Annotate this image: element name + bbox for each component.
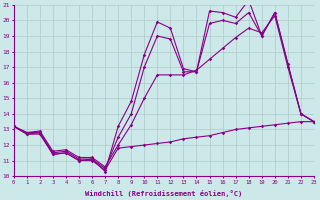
X-axis label: Windchill (Refroidissement éolien,°C): Windchill (Refroidissement éolien,°C) bbox=[85, 190, 243, 197]
